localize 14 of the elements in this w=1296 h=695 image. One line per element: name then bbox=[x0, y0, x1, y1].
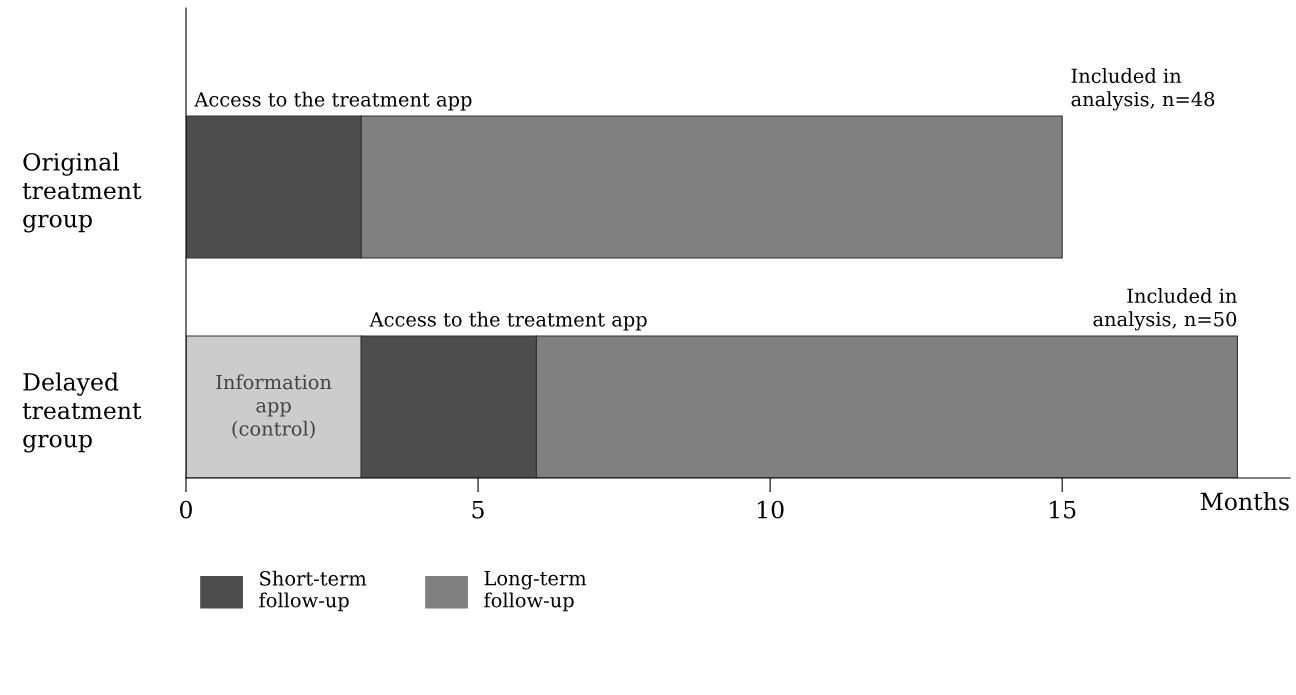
legend-label: Short-term follow-up bbox=[259, 570, 367, 612]
annotation: Included in analysis, n=48 bbox=[1071, 68, 1215, 111]
x-tick-label: 10 bbox=[757, 500, 784, 519]
y-tick-label: Original treatment group bbox=[22, 152, 142, 233]
x-axis-title: Months bbox=[1200, 492, 1289, 511]
x-tick-label: 0 bbox=[180, 500, 192, 519]
x-tick-label: 15 bbox=[1050, 500, 1076, 519]
annotation: Included in analysis, n=50 bbox=[1093, 288, 1237, 331]
y-tick-label: Delayed treatment group bbox=[22, 372, 142, 453]
annotation: Access to the treatment app bbox=[369, 311, 647, 331]
annotation: Access to the treatment app bbox=[194, 91, 472, 111]
x-tick-label: 5 bbox=[472, 500, 484, 519]
legend-label: Long-term follow-up bbox=[484, 571, 587, 612]
series-label: Information app (control) bbox=[216, 374, 332, 439]
